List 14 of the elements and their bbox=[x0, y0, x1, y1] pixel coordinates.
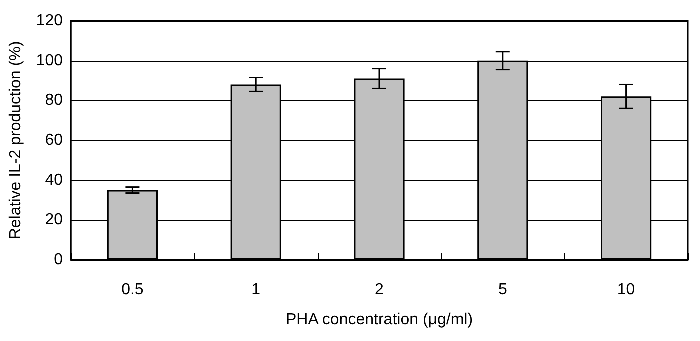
y-axis-title: Relative IL-2 production (%) bbox=[8, 41, 24, 240]
x-tick-label: 0.5 bbox=[122, 282, 144, 298]
y-tick-label: 0 bbox=[54, 252, 64, 268]
x-tick-label: 10 bbox=[617, 282, 636, 298]
y-tick-label: 100 bbox=[36, 52, 64, 70]
x-tick-label: 1 bbox=[252, 282, 261, 298]
y-tick-label: 80 bbox=[45, 92, 64, 110]
y-tick-label: 120 bbox=[36, 12, 64, 30]
x-axis-title: PHA concentration (μg/ml) bbox=[286, 312, 474, 328]
x-tick-label: 5 bbox=[498, 282, 508, 298]
x-tick-label: 2 bbox=[375, 282, 384, 298]
y-tick-label: 60 bbox=[45, 132, 64, 149]
y-tick-label: 20 bbox=[45, 212, 64, 229]
y-tick-label: 40 bbox=[45, 172, 64, 189]
